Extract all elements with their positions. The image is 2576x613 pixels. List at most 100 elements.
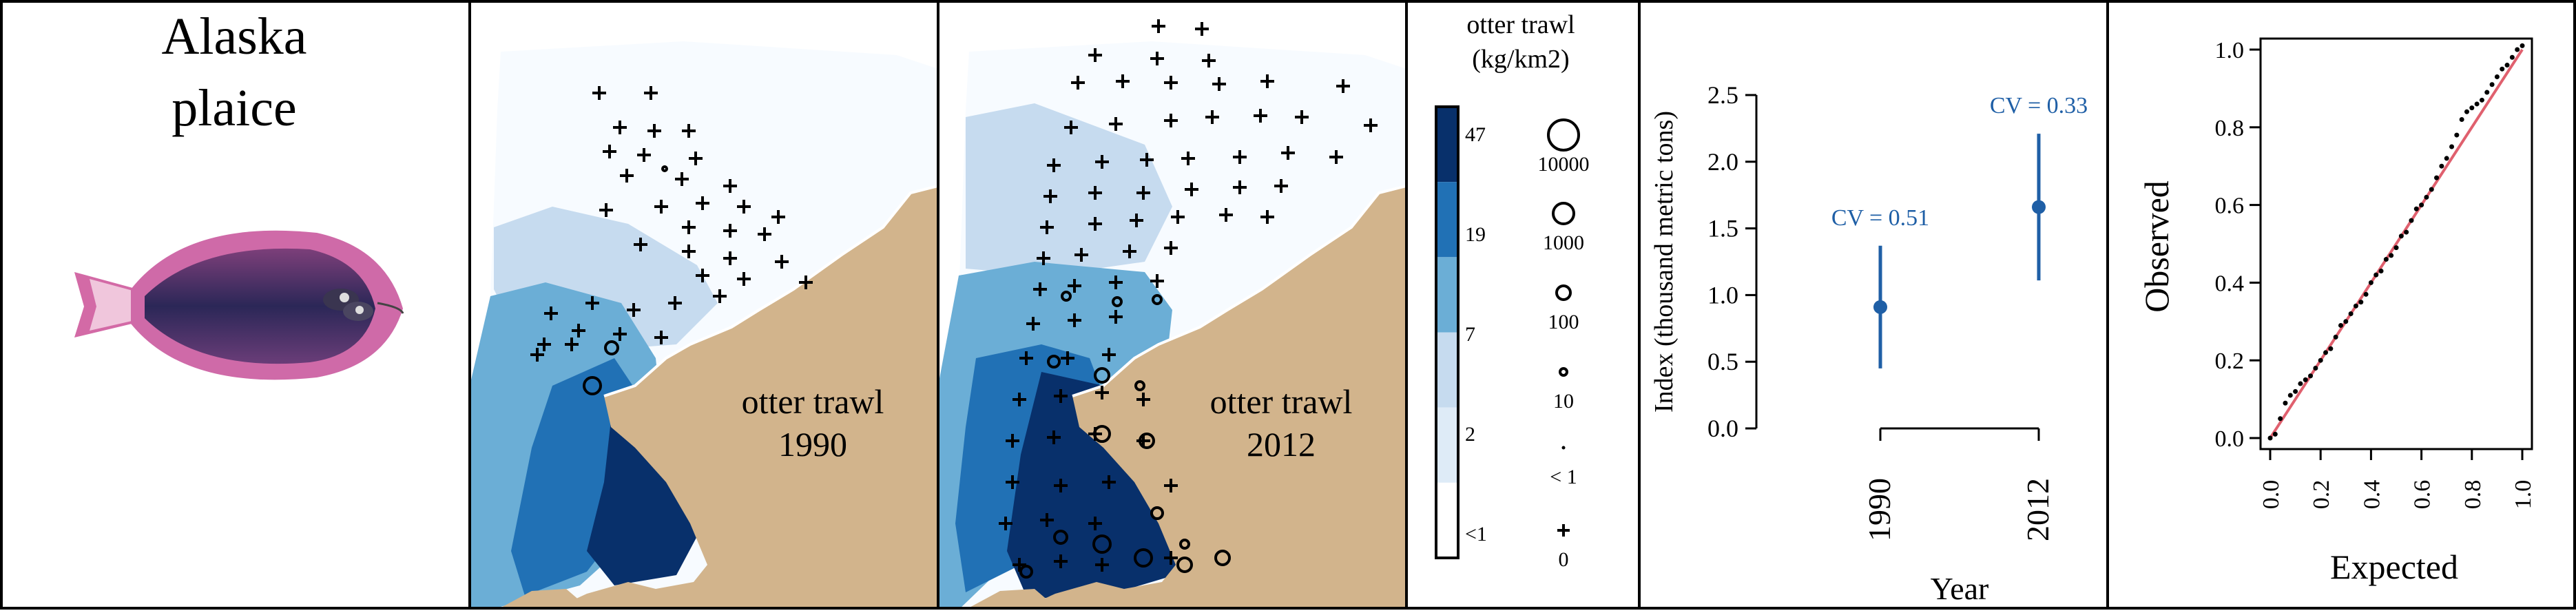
index-x-tick-label: 1990 <box>1862 478 1897 541</box>
qq-point <box>2318 358 2323 363</box>
qq-x-tick-label: 0.8 <box>2460 480 2486 510</box>
qq-point <box>2328 346 2333 351</box>
colorbar-tick-label: 2 <box>1465 423 1475 446</box>
legend-title-line1: otter trawl <box>1466 10 1575 39</box>
size-key-symbol <box>1562 446 1566 450</box>
index-y-tick-label: 2.5 <box>1707 81 1738 109</box>
qq-point <box>2293 389 2298 394</box>
colorbar-tick-label: 47 <box>1465 123 1486 146</box>
qq-point <box>2298 382 2303 386</box>
qq-point <box>2419 202 2424 207</box>
qq-point <box>2480 98 2484 103</box>
qq-point <box>2449 145 2454 149</box>
qq-y-tick-label: 0.0 <box>2215 426 2245 452</box>
index-cv-label: CV = 0.51 <box>1831 205 1929 231</box>
qq-point <box>2358 300 2363 304</box>
size-key-zero-symbol <box>1557 524 1570 537</box>
map-1990-gear-label: otter trawl <box>742 382 884 421</box>
qq-y-tick-label: 0.8 <box>2215 116 2245 141</box>
qq-x-tick-label: 0.0 <box>2258 480 2284 510</box>
species-name-line2: plaice <box>172 79 296 137</box>
qq-point <box>2384 257 2389 262</box>
qq-point <box>2389 253 2393 258</box>
qq-point <box>2510 55 2515 60</box>
qq-point <box>2454 133 2459 138</box>
size-key-symbol <box>1560 368 1567 375</box>
distribution-map-2012 <box>938 19 1406 610</box>
size-key-symbol <box>1548 120 1579 150</box>
colorbar-bin <box>1436 483 1458 558</box>
index-y-tick-label: 1.5 <box>1707 215 1738 242</box>
legend-colorbar: 47 19 7 2 <1 <box>1436 107 1487 558</box>
qq-x-tick-label: 0.4 <box>2359 480 2385 510</box>
qq-point <box>2399 233 2404 238</box>
qq-point <box>2469 105 2474 110</box>
qq-point <box>2273 432 2278 437</box>
qq-point <box>2308 373 2313 378</box>
qq-point <box>2374 273 2378 278</box>
colorbar-bin <box>1436 107 1458 182</box>
station-zero-catch <box>1195 22 1209 36</box>
qq-point <box>2379 269 2384 273</box>
qq-point <box>2278 416 2283 421</box>
map-2012-gear-label: otter trawl <box>1210 382 1353 421</box>
qq-point <box>2338 323 2343 328</box>
qq-point <box>2464 110 2469 114</box>
qq-point <box>2288 393 2293 397</box>
colorbar-tick-label: 19 <box>1465 223 1486 246</box>
qq-y-tick-label: 0.2 <box>2215 349 2245 374</box>
qq-point <box>2505 63 2510 67</box>
colorbar-tick-label: <1 <box>1465 523 1487 546</box>
colorbar-tick-label: 7 <box>1465 323 1475 346</box>
colorbar-bin <box>1436 257 1458 332</box>
qq-chart-xlabel: Expected <box>2330 548 2458 586</box>
size-key-label: < 1 <box>1550 466 1577 488</box>
qq-point <box>2515 48 2520 52</box>
qq-reference-line <box>2270 50 2522 438</box>
qq-point <box>2444 156 2449 160</box>
flatfish-illustration <box>74 231 403 380</box>
index-y-tick-label: 2.0 <box>1707 148 1738 176</box>
qq-y-tick-label: 0.4 <box>2215 271 2245 296</box>
qq-point <box>2500 67 2504 72</box>
qq-point <box>2283 401 2287 406</box>
qq-point <box>2475 101 2480 106</box>
qq-y-tick-label: 0.6 <box>2215 194 2245 219</box>
colorbar-bin <box>1436 182 1458 257</box>
qq-point <box>2323 350 2328 355</box>
size-key-label: 10 <box>1553 390 1574 413</box>
qq-point <box>2268 436 2273 441</box>
qq-point <box>2429 187 2434 192</box>
qq-chart: Observed Expected 0.0 0.2 0.4 0.6 0.8 1.0 0.0 0… <box>2137 38 2536 586</box>
index-cv-label: CV = 0.33 <box>1990 93 2088 118</box>
qq-point <box>2484 90 2489 95</box>
qq-point <box>2349 311 2354 316</box>
distribution-map-1990 <box>470 41 938 610</box>
index-x-tick-label: 2012 <box>2020 478 2055 541</box>
qq-point <box>2490 82 2495 87</box>
qq-chart-ylabel: Observed <box>2137 180 2176 313</box>
qq-x-tick-label: 0.6 <box>2410 480 2435 510</box>
index-y-tick-label: 0.5 <box>1707 348 1738 375</box>
qq-point <box>2354 304 2358 309</box>
qq-point <box>2394 245 2399 250</box>
index-chart: Index (thousand metric tons) Year 0.0 0.5… <box>1650 81 2088 606</box>
legend-size-key: 10000100010010< 10 <box>1538 120 1590 571</box>
legend-title-line2: (kg/km2) <box>1472 45 1569 74</box>
qq-point <box>2369 280 2374 285</box>
size-key-label: 10000 <box>1538 153 1590 176</box>
qq-point <box>2313 366 2318 371</box>
qq-point <box>2414 207 2419 211</box>
qq-y-tick-label: 1.0 <box>2215 38 2245 63</box>
qq-point <box>2434 176 2439 180</box>
index-y-tick-label: 1.0 <box>1707 281 1738 309</box>
qq-point <box>2495 74 2500 79</box>
qq-point <box>2409 218 2413 223</box>
size-key-symbol <box>1557 286 1570 300</box>
index-chart-ylabel: Index (thousand metric tons) <box>1650 111 1679 413</box>
qq-point <box>2520 43 2525 48</box>
qq-point <box>2404 230 2409 235</box>
qq-point <box>2424 195 2429 200</box>
qq-point <box>2334 335 2338 340</box>
